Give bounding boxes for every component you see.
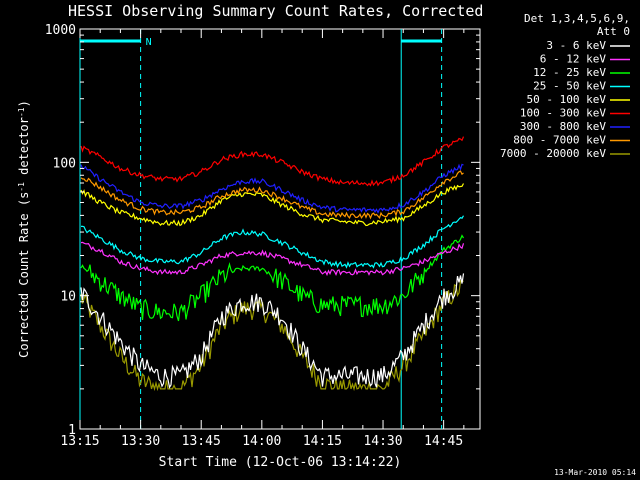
legend-label: 25 - 50 keV bbox=[533, 80, 606, 93]
x-tick-label: 14:15 bbox=[303, 434, 342, 449]
series-line bbox=[80, 241, 465, 277]
legend-label: 12 - 25 keV bbox=[533, 66, 606, 79]
series-line bbox=[80, 163, 464, 214]
y-axis-label: Corrected Count Rate (s-1 detector-1) bbox=[17, 100, 32, 358]
night-bars: N bbox=[80, 37, 442, 48]
series-line bbox=[80, 136, 465, 187]
y-tick-label: 1 bbox=[68, 423, 76, 438]
x-tick-label: 13:45 bbox=[182, 434, 221, 449]
series-group bbox=[80, 136, 465, 392]
y-tick-label: 1000 bbox=[45, 23, 76, 38]
y-axis: 1 10 100 1000 bbox=[45, 23, 480, 438]
legend-label: 800 - 7000 keV bbox=[513, 134, 606, 147]
x-axis-label: Start Time (12-Oct-06 13:14:22) bbox=[159, 455, 402, 470]
series-line bbox=[80, 215, 465, 269]
x-tick-label: 14:45 bbox=[424, 434, 463, 449]
x-tick-label: 13:30 bbox=[121, 434, 160, 449]
legend-label: 7000 - 20000 keV bbox=[500, 147, 606, 160]
legend-label: 6 - 12 keV bbox=[540, 53, 607, 66]
footer-date: 13-Mar-2010 05:14 bbox=[554, 468, 636, 477]
series-line bbox=[80, 273, 465, 389]
chart-title: HESSI Observing Summary Count Rates, Cor… bbox=[68, 2, 483, 20]
legend-label: 3 - 6 keV bbox=[546, 39, 606, 52]
x-axis: 13:15 13:30 13:45 14:00 14:15 14:30 14:45 bbox=[60, 29, 465, 449]
x-tick-label: 14:00 bbox=[242, 434, 281, 449]
legend-label: 300 - 800 keV bbox=[520, 120, 606, 133]
x-tick-label: 13:15 bbox=[60, 434, 99, 449]
legend-label: 100 - 300 keV bbox=[520, 107, 606, 120]
series-line bbox=[80, 170, 464, 220]
y-tick-label: 10 bbox=[60, 290, 76, 305]
series-line bbox=[80, 183, 465, 227]
series-line bbox=[80, 234, 465, 322]
legend-label: 50 - 100 keV bbox=[527, 93, 607, 106]
legend-header: Det 1,3,4,5,6,9, bbox=[524, 12, 630, 25]
night-bar-label: N bbox=[146, 37, 152, 48]
legend-header: Att 0 bbox=[597, 25, 630, 38]
y-tick-label: 100 bbox=[53, 156, 76, 171]
x-tick-label: 14:30 bbox=[363, 434, 402, 449]
